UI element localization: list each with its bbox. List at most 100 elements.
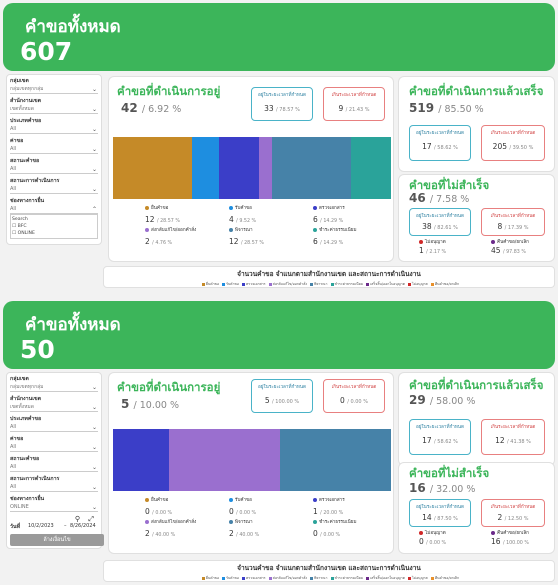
count-value: 16 — [409, 481, 426, 495]
channel-select[interactable]: All ⌃ — [10, 205, 98, 214]
kpi-value: 205 / 39.50 % — [482, 142, 544, 151]
legend-swatch — [310, 282, 314, 286]
kpi-number: 17 — [422, 436, 432, 445]
legend-pct: / 9.52 % — [236, 219, 257, 224]
chevron-up-icon: ⌃ — [91, 206, 97, 213]
kpi-pct: / 58.62 % — [434, 145, 458, 151]
kpi-value: 33 / 78.57 % — [252, 104, 312, 113]
date-to-input[interactable]: 8/26/2024 — [70, 523, 96, 529]
option-bfc[interactable]: ☐ BFC — [12, 224, 27, 229]
request-group-select[interactable]: กลุ่มเขตทุกกลุ่ม ⌄ — [10, 85, 98, 94]
date-label: วันที่ — [10, 524, 21, 530]
inprogress-card: คำขอที่ดำเนินการอยู่ 42 / 6.92 % อยู่ในร… — [108, 76, 394, 262]
count-pct: / 7.58 % — [429, 194, 470, 205]
bar-segment[interactable] — [258, 137, 272, 199]
status-stacked-bar[interactable] — [113, 429, 391, 491]
legend-swatch — [408, 282, 412, 286]
legend-pct: / 0.00 % — [236, 511, 257, 516]
count-value: 29 — [409, 393, 426, 407]
legend-label: พิจารณา — [235, 520, 253, 525]
office-select[interactable]: เขตทั้งหมด ⌄ — [10, 105, 98, 114]
over-time-kpi: เกินระยะเวลาที่กำหนด 205 / 39.50 % — [481, 125, 545, 161]
fee-select[interactable]: All ⌄ — [10, 443, 98, 452]
filter-label: ประเภทคำขอ — [10, 416, 42, 422]
select-value: กลุ่มเขตทุกกลุ่ม — [10, 86, 44, 92]
kpi-value: 17 / 58.62 % — [410, 436, 470, 445]
option-online[interactable]: ☐ ONLINE — [12, 231, 35, 236]
search-input[interactable]: Search — [12, 217, 28, 222]
office-chart-header: จำนวนคำขอ จำแนกตามสำนักงานเขต และสถานะกา… — [103, 560, 555, 582]
legend-label: พิจารณา — [314, 282, 328, 286]
legend-pct: / 14.29 % — [320, 241, 344, 246]
request-type-select[interactable]: All ⌄ — [10, 423, 98, 432]
bar-segment[interactable] — [218, 137, 259, 199]
legend-swatch — [201, 576, 205, 580]
legend-pct: / 0.00 % — [320, 533, 341, 538]
over-time-kpi: เกินระยะเวลาที่กำหนด 9 / 21.43 % — [323, 87, 385, 121]
done-title: คำขอที่ดำเนินการแล้วเสร็จ — [409, 84, 544, 98]
legend-item: ยื่นคำขอ 0 / 0.00 % — [145, 497, 237, 516]
channel-select[interactable]: ONLINE ⌄ — [10, 503, 98, 512]
fail-title: คำขอที่ไม่สำเร็จ — [409, 178, 490, 192]
legend-value: 6 — [313, 215, 318, 224]
bar-segment[interactable] — [271, 137, 352, 199]
over-time-kpi: เกินระยะเวลาที่กำหนด 2 / 12.50 % — [481, 499, 545, 527]
legend-swatch — [366, 576, 370, 580]
kpi-pct: / 39.50 % — [509, 145, 534, 151]
request-type-select[interactable]: All ⌄ — [10, 125, 98, 134]
legend-value: 6 — [313, 237, 318, 246]
progress-status-select[interactable]: All ⌄ — [10, 185, 98, 194]
stat-pct: / 0.00 % — [426, 541, 447, 546]
fee-select[interactable]: All ⌄ — [10, 145, 98, 154]
legend-pct: / 20.00 % — [320, 511, 344, 516]
select-value: All — [10, 206, 17, 212]
request-group-select[interactable]: กลุ่มเขตทุกกลุ่ม ⌄ — [10, 383, 98, 392]
kpi-pct: / 82.61 % — [434, 225, 458, 231]
filter-icon[interactable]: ⚲ — [74, 515, 80, 523]
office-select[interactable]: เขตทั้งหมด ⌄ — [10, 403, 98, 412]
banner-title: คำขอทั้งหมด — [25, 315, 121, 335]
date-from-input[interactable]: 10/2/2023 — [28, 523, 54, 529]
kpi-value: 38 / 82.61 % — [410, 222, 470, 231]
clear-filters-button[interactable]: ล้างเงื่อนไข — [10, 534, 104, 546]
chevron-down-icon: ⌄ — [91, 166, 97, 173]
legend-label: พิจารณา — [314, 576, 328, 580]
filter-label: ช่องทางการยื่น — [10, 496, 45, 502]
bar-segment[interactable] — [192, 137, 219, 199]
filter-panel: กลุ่มเขต กลุ่มเขตทุกกลุ่ม ⌄ สำนักงานเขต เ… — [6, 372, 104, 549]
cancel-stat: คืนคำขอ/ยกเลิก 45 / 97.83 % — [491, 239, 529, 255]
in-time-kpi: อยู่ในระยะเวลาที่กำหนด 33 / 78.57 % — [251, 87, 313, 121]
legend-swatch — [330, 576, 334, 580]
dot-icon — [229, 519, 233, 524]
legend-swatch — [268, 282, 272, 286]
bar-segment[interactable] — [113, 137, 193, 199]
request-status-select[interactable]: All ⌄ — [10, 165, 98, 174]
legend-swatch — [201, 282, 205, 286]
bar-segment[interactable] — [168, 429, 280, 491]
done-title: คำขอที่ดำเนินการแล้วเสร็จ — [409, 378, 544, 392]
kpi-value: 12 / 41.38 % — [482, 436, 544, 445]
request-status-select[interactable]: All ⌄ — [10, 463, 98, 472]
status-stacked-bar[interactable] — [113, 137, 391, 199]
legend-swatch — [222, 282, 226, 286]
dot-icon — [145, 519, 149, 524]
legend-value: 2 — [229, 529, 234, 538]
legend-swatch — [430, 576, 434, 580]
stat-value: 0 — [419, 537, 424, 546]
bar-segment[interactable] — [351, 137, 391, 199]
legend-pct: / 40.00 % — [152, 533, 176, 538]
chevron-down-icon: ⌄ — [91, 464, 97, 471]
expand-icon[interactable]: ⤢ — [88, 515, 94, 523]
progress-status-select[interactable]: All ⌄ — [10, 483, 98, 492]
legend-label: ส่งกลับแก้ไข/ออกคำสั่ง — [272, 576, 308, 580]
select-value: All — [10, 484, 17, 490]
bar-segment[interactable] — [113, 429, 169, 491]
legend-item: พิจารณา 12 / 28.57 % — [229, 227, 321, 246]
kpi-number: 8 — [497, 222, 503, 231]
kpi-label: เกินระยะเวลาที่กำหนด — [331, 385, 377, 390]
legend-pct: / 40.00 % — [236, 533, 260, 538]
stat-value: 1 — [419, 246, 424, 255]
dot-icon — [419, 239, 423, 244]
bar-segment[interactable] — [279, 429, 391, 491]
total-banner: คำขอทั้งหมด 50 — [3, 301, 555, 369]
